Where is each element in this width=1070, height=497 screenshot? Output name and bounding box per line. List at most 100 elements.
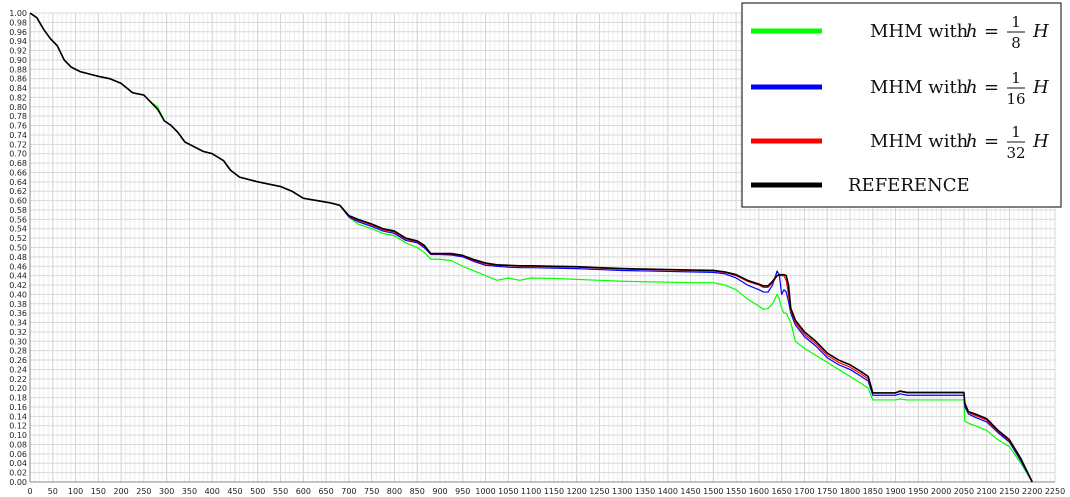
x-tick-label: 1400 xyxy=(658,487,678,496)
x-tick-label: 700 xyxy=(341,487,356,496)
y-tick-label: 0.90 xyxy=(9,56,27,65)
y-tick-label: 0.08 xyxy=(9,440,27,449)
legend-suffix: H xyxy=(1032,131,1049,152)
x-tick-label: 2000 xyxy=(931,487,951,496)
y-tick-label: 0.64 xyxy=(9,178,27,187)
x-tick-label: 1600 xyxy=(749,487,769,496)
legend-frac-den: 8 xyxy=(1011,34,1021,52)
legend-prefix: MHM with xyxy=(870,77,969,98)
x-tick-label: 1300 xyxy=(612,487,632,496)
x-tick-label: 50 xyxy=(48,487,58,496)
legend-var: h xyxy=(966,21,978,42)
x-tick-label: 350 xyxy=(182,487,197,496)
grid xyxy=(29,12,1056,483)
x-tick-label: 1150 xyxy=(544,487,564,496)
x-tick-label: 1700 xyxy=(794,487,814,496)
y-tick-label: 0.16 xyxy=(9,403,27,412)
y-tick-label: 0.06 xyxy=(9,450,27,459)
x-tick-label: 500 xyxy=(250,487,265,496)
legend-eq: = xyxy=(984,131,999,152)
x-tick-label: 900 xyxy=(432,487,447,496)
y-tick-label: 0.68 xyxy=(9,159,27,168)
x-tick-label: 1050 xyxy=(498,487,518,496)
y-tick-label: 0.48 xyxy=(9,253,27,262)
y-tick-label: 0.24 xyxy=(9,365,27,374)
y-tick-label: 0.80 xyxy=(9,103,27,112)
y-tick-label: 0.84 xyxy=(9,84,27,93)
x-tick-label: 400 xyxy=(205,487,220,496)
y-tick-label: 0.46 xyxy=(9,262,27,271)
legend-var: h xyxy=(966,131,978,152)
y-tick-label: 0.66 xyxy=(9,168,27,177)
y-tick-label: 1.00 xyxy=(9,9,27,18)
x-tick-label: 1250 xyxy=(589,487,609,496)
y-tick-label: 0.20 xyxy=(9,384,27,393)
y-tick-label: 0.22 xyxy=(9,375,27,384)
y-tick-label: 0.02 xyxy=(9,469,27,478)
x-tick-label: 1900 xyxy=(885,487,905,496)
x-tick-label: 550 xyxy=(273,487,288,496)
x-tick-label: 200 xyxy=(113,487,128,496)
legend-box xyxy=(741,2,1062,208)
y-tick-label: 0.26 xyxy=(9,356,27,365)
y-tick-label: 0.32 xyxy=(9,328,27,337)
legend-label-4: REFERENCE xyxy=(848,175,970,196)
x-tick-label: 1450 xyxy=(680,487,700,496)
x-tick-label: 2250 xyxy=(1045,487,1065,496)
x-tick-label: 0 xyxy=(27,487,32,496)
x-tick-label: 300 xyxy=(159,487,174,496)
y-tick-label: 0.14 xyxy=(9,412,27,421)
legend-frac-num: 1 xyxy=(1011,13,1021,31)
legend-eq: = xyxy=(984,21,999,42)
x-tick-label: 1850 xyxy=(863,487,883,496)
y-tick-label: 0.78 xyxy=(9,112,27,121)
y-tick-label: 0.72 xyxy=(9,140,27,149)
y-tick-label: 0.56 xyxy=(9,215,27,224)
x-tick-label: 1200 xyxy=(566,487,586,496)
y-tick-label: 0.60 xyxy=(9,197,27,206)
series-group xyxy=(29,12,1033,483)
y-tick-label: 0.94 xyxy=(9,37,27,46)
y-tick-label: 0.44 xyxy=(9,272,27,281)
x-tick-label: 1000 xyxy=(475,487,495,496)
y-tick-label: 0.82 xyxy=(9,93,27,102)
y-tick-label: 0.86 xyxy=(9,75,27,84)
y-tick-label: 0.34 xyxy=(9,319,27,328)
x-tick-label: 950 xyxy=(455,487,470,496)
y-tick-label: 0.52 xyxy=(9,234,27,243)
x-tick-label: 1950 xyxy=(908,487,928,496)
x-tick-label: 100 xyxy=(68,487,83,496)
y-tick-label: 0.38 xyxy=(9,300,27,309)
legend-frac-den: 16 xyxy=(1006,90,1025,108)
x-tick-label: 650 xyxy=(318,487,333,496)
x-tick-label: 2100 xyxy=(976,487,996,496)
legend-var: h xyxy=(966,77,978,98)
y-tick-label: 0.36 xyxy=(9,309,27,318)
x-tick-label: 2050 xyxy=(954,487,974,496)
legend-suffix: H xyxy=(1032,77,1049,98)
x-tick-label: 2200 xyxy=(1022,487,1042,496)
y-tick-label: 0.92 xyxy=(9,47,27,56)
y-tick-label: 0.76 xyxy=(9,122,27,131)
x-tick-label: 600 xyxy=(296,487,311,496)
legend-prefix: MHM with xyxy=(870,131,969,152)
legend-label-1: MHM with h = 1 8H xyxy=(870,13,1049,52)
y-tick-label: 0.88 xyxy=(9,65,27,74)
x-tick-label: 1100 xyxy=(521,487,541,496)
x-tick-label: 150 xyxy=(91,487,106,496)
axes: 0 50 100 150 200 250 300 350 400 450 500 550 600 650 7… xyxy=(9,9,1065,496)
y-tick-label: 0.40 xyxy=(9,290,27,299)
y-tick-label: 0.54 xyxy=(9,225,27,234)
x-tick-label: 1650 xyxy=(771,487,791,496)
y-tick-label: 0.10 xyxy=(9,431,27,440)
legend-eq: = xyxy=(984,77,999,98)
legend-prefix: MHM with xyxy=(870,21,969,42)
x-tick-label: 450 xyxy=(227,487,242,496)
x-tick-label: 850 xyxy=(410,487,425,496)
y-tick-label: 0.42 xyxy=(9,281,27,290)
y-tick-label: 0.30 xyxy=(9,337,27,346)
y-tick-label: 0.58 xyxy=(9,206,27,215)
x-tick-label: 1800 xyxy=(840,487,860,496)
x-tick-label: 1750 xyxy=(817,487,837,496)
